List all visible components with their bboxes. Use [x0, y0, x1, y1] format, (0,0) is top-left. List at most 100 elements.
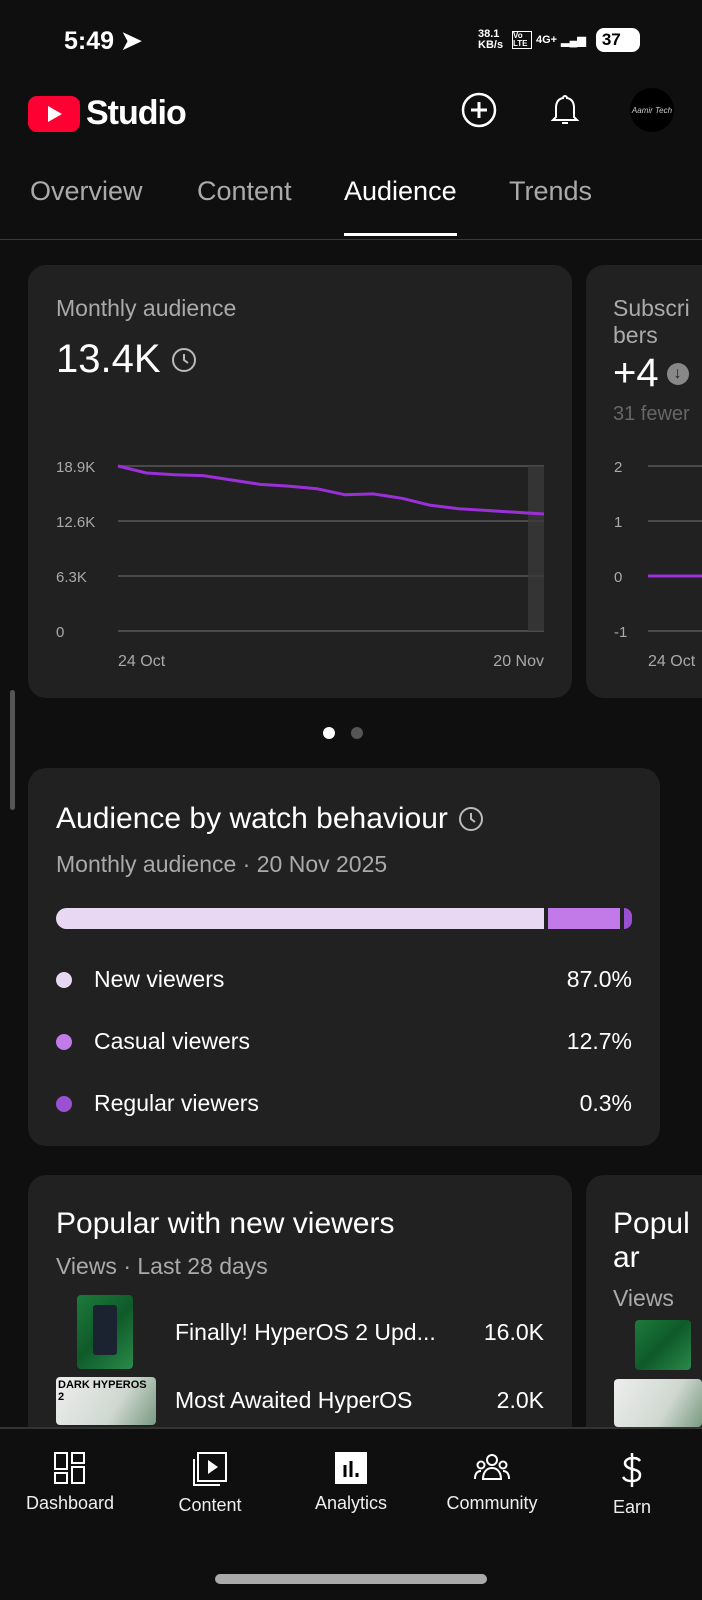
- nav-label: Dashboard: [25, 1493, 115, 1513]
- y-tick-label: 1: [614, 514, 622, 531]
- volte-icon: Vo LTE: [512, 31, 532, 49]
- x-tick-label: 24 Oct: [118, 653, 166, 670]
- video-views: 16.0K: [483, 1319, 544, 1345]
- video-thumbnail: [635, 1320, 691, 1370]
- tab-bar: Overview Content Audience Trends: [0, 176, 702, 240]
- dashboard-icon: [54, 1452, 85, 1484]
- card-title: Popular: [613, 1207, 690, 1274]
- popular-second-card[interactable]: Popular Views: [586, 1175, 702, 1427]
- card-title: Monthly audience: [56, 295, 237, 321]
- card-subtitle: Views: [56, 1253, 117, 1279]
- bar-segment: [623, 908, 632, 929]
- x-tick-label: 20 Nov: [493, 653, 544, 670]
- scrollbar[interactable]: [10, 690, 15, 810]
- content-icon: [193, 1452, 227, 1486]
- y-tick-label: 2: [614, 459, 622, 476]
- status-icons: 38.1 KB/s Vo LTE 4G+ ▂▄▆ 37: [478, 28, 640, 52]
- y-tick-label: 6.3K: [56, 569, 87, 586]
- watch-behaviour-card[interactable]: Audience by watch behaviour Monthly audi…: [28, 768, 660, 1146]
- youtube-icon: [28, 95, 80, 132]
- avatar-text: Aamir Tech: [631, 105, 673, 115]
- plus-circle-icon: [461, 92, 497, 128]
- telegram-icon: ➤: [121, 27, 142, 55]
- card-title: Audience by watch behaviour: [56, 802, 448, 835]
- video-views: 2.0K: [496, 1387, 544, 1413]
- legend-dot: [56, 971, 72, 988]
- carousel-dots[interactable]: [323, 727, 363, 739]
- nav-dashboard[interactable]: Dashboard: [10, 1451, 130, 1514]
- legend-percent: 87.0%: [566, 966, 632, 992]
- legend-dot: [56, 1033, 72, 1050]
- subscribers-card[interactable]: Subscribers +4 ↓ 31 fewer 2 1 0 -1 24 Oct: [586, 265, 702, 698]
- card-value: +4: [613, 351, 659, 395]
- analytics-icon: [335, 1452, 367, 1484]
- video-thumbnail: DARK HYPEROS 2: [56, 1377, 156, 1425]
- legend-casual-viewers: Casual viewers 12.7%: [56, 1028, 632, 1055]
- nav-earn[interactable]: Earn: [572, 1451, 692, 1518]
- bar-segment: [56, 908, 545, 929]
- subscribers-chart: 2 1 0 -1 24 Oct: [614, 459, 702, 670]
- card-date: 20 Nov 2025: [256, 851, 388, 877]
- create-button[interactable]: [459, 90, 499, 130]
- tab-overview[interactable]: Overview: [30, 176, 143, 206]
- nav-content[interactable]: Content: [150, 1451, 270, 1516]
- nav-label: Content: [178, 1495, 242, 1515]
- legend-dot: [56, 1095, 72, 1112]
- nav-label: Analytics: [314, 1493, 388, 1513]
- card-title: Subscribers: [613, 295, 690, 348]
- watch-behaviour-bar: [56, 908, 632, 929]
- bell-icon: [550, 94, 580, 124]
- monthly-audience-card[interactable]: Monthly audience 13.4K 18.9K 12.6K 6.3K 0 24…: [28, 265, 572, 698]
- tab-content[interactable]: Content: [197, 176, 292, 206]
- signal-icon: ▂▄▆: [561, 34, 586, 47]
- legend-percent: 0.3%: [579, 1090, 632, 1116]
- youtube-studio-logo[interactable]: Studio: [28, 94, 187, 133]
- monthly-audience-chart: 18.9K 12.6K 6.3K 0 24 Oct 20 Nov: [56, 459, 545, 670]
- x-tick-label: 24 Oct: [648, 653, 696, 670]
- app-name: Studio: [86, 94, 187, 132]
- popular-new-viewers-card[interactable]: Popular with new viewers Views · Last 28…: [28, 1175, 572, 1427]
- card-title: Popular with new viewers: [56, 1207, 395, 1240]
- card-period: Last 28 days: [137, 1253, 268, 1279]
- legend-label: Regular viewers: [94, 1090, 259, 1116]
- clock-icon: [458, 807, 483, 831]
- bottom-nav: Dashboard Content Analytics Community Ea…: [0, 1427, 702, 1560]
- avatar[interactable]: Aamir Tech: [630, 88, 674, 132]
- carousel-dot[interactable]: [351, 727, 363, 739]
- card-subtitle: Views: [613, 1285, 674, 1311]
- notifications-button[interactable]: [545, 90, 585, 130]
- carousel-dot-active[interactable]: [323, 727, 335, 739]
- series-line: [117, 464, 545, 516]
- video-row[interactable]: Finally! HyperOS 2 Upd... 16.0K: [28, 1295, 572, 1375]
- home-indicator[interactable]: [215, 1574, 487, 1584]
- series-line: [648, 574, 702, 578]
- card-value: 13.4K: [56, 337, 161, 381]
- dollar-icon: [621, 1453, 642, 1487]
- nav-label: Earn: [612, 1497, 652, 1517]
- clock-icon: [171, 347, 196, 372]
- status-time: 5:49 ➤: [64, 26, 142, 56]
- network-type: 4G+: [536, 34, 558, 46]
- tab-audience[interactable]: Audience: [344, 176, 457, 236]
- bar-segment: [548, 908, 620, 929]
- video-thumbnail: [614, 1379, 702, 1427]
- card-subtitle: Monthly audience: [56, 851, 237, 877]
- legend-percent: 12.7%: [566, 1028, 632, 1054]
- tab-trends[interactable]: Trends: [509, 176, 593, 206]
- card-subtitle: 31 fewer: [613, 403, 690, 425]
- down-arrow-icon: ↓: [666, 362, 689, 385]
- nav-community[interactable]: Community: [432, 1451, 552, 1514]
- community-icon: [474, 1454, 510, 1480]
- y-tick-label: -1: [614, 624, 627, 641]
- y-tick-label: 0: [56, 624, 64, 641]
- battery-icon: 37: [595, 28, 640, 52]
- time: 5:49: [64, 27, 115, 55]
- legend-regular-viewers: Regular viewers 0.3%: [56, 1090, 632, 1117]
- video-row[interactable]: DARK HYPEROS 2 Most Awaited HyperOS 2.0K: [28, 1377, 572, 1425]
- video-thumbnail: [77, 1295, 133, 1369]
- nav-analytics[interactable]: Analytics: [291, 1451, 411, 1514]
- video-title: Most Awaited HyperOS: [175, 1387, 413, 1413]
- y-tick-label: 18.9K: [56, 459, 95, 476]
- net-speed: 38.1 KB/s: [478, 28, 504, 51]
- legend-label: New viewers: [94, 966, 225, 992]
